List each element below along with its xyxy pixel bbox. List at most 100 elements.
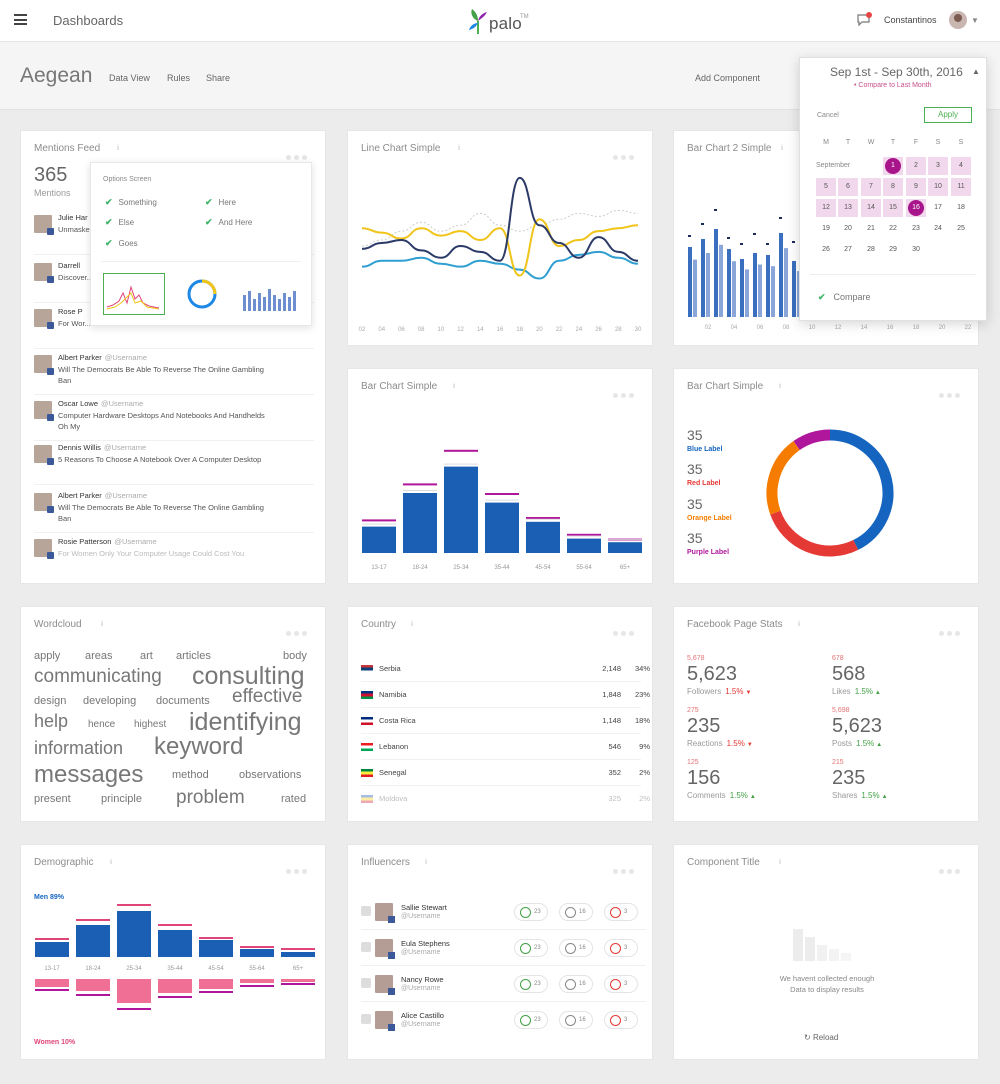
word[interactable]: hence	[88, 719, 116, 730]
calendar-day[interactable]: 2	[906, 157, 926, 175]
info-icon[interactable]: i	[453, 383, 455, 390]
more-options-icon[interactable]	[283, 147, 311, 160]
word[interactable]: problem	[176, 787, 245, 808]
more-options-icon[interactable]	[936, 623, 964, 636]
chevron-up-icon[interactable]: ▲	[972, 67, 980, 76]
calendar-day[interactable]: 10	[928, 178, 948, 196]
info-icon[interactable]: i	[101, 621, 103, 628]
calendar-day[interactable]: 5	[816, 178, 836, 196]
calendar-day[interactable]: 3	[928, 157, 948, 175]
calendar-day[interactable]: 22	[883, 220, 903, 238]
option-checkbox[interactable]: ✔ And Here	[205, 217, 252, 228]
word[interactable]: method	[172, 769, 209, 781]
calendar-day[interactable]: 20	[838, 220, 858, 238]
neutral-sentiment-icon[interactable]: 16	[559, 975, 593, 993]
feed-item[interactable]: Albert Parker @Username Will The Democrats…	[34, 353, 314, 393]
data-view-link[interactable]: Data View	[109, 73, 150, 83]
calendar-day[interactable]: 8	[883, 178, 903, 196]
feed-item[interactable]: Julie Har Unmasked... Price	[34, 213, 314, 253]
calendar-day[interactable]: 9	[906, 178, 926, 196]
info-icon[interactable]: i	[411, 621, 413, 628]
bar-chart-thumbnail[interactable]	[239, 273, 301, 315]
more-options-icon[interactable]	[936, 861, 964, 874]
calendar-day[interactable]: 25	[951, 220, 971, 238]
negative-sentiment-icon[interactable]: 3	[604, 903, 638, 921]
calendar-day[interactable]: 26	[816, 241, 836, 259]
more-options-icon[interactable]	[610, 623, 638, 636]
more-options-icon[interactable]	[936, 385, 964, 398]
rules-link[interactable]: Rules	[167, 73, 191, 83]
more-options-icon[interactable]	[283, 861, 311, 874]
influencer-row[interactable]: Eula Stephens @Username 23 16 3	[361, 935, 646, 969]
word[interactable]: developing	[83, 695, 137, 707]
calendar-day[interactable]: 6	[838, 178, 858, 196]
word[interactable]: apply	[34, 650, 61, 662]
neutral-sentiment-icon[interactable]: 16	[559, 903, 593, 921]
feed-item[interactable]: Dennis Willis @Username 5 Reasons To Choos…	[34, 443, 314, 483]
word[interactable]: body	[283, 650, 307, 662]
word[interactable]: documents	[156, 695, 210, 707]
more-options-icon[interactable]	[610, 147, 638, 160]
calendar-day[interactable]: 1	[883, 157, 903, 175]
calendar-day[interactable]: 28	[861, 241, 881, 259]
word[interactable]: messages	[34, 761, 144, 788]
word[interactable]: effective	[232, 686, 303, 707]
country-row[interactable]: Lebanon 546 9%	[361, 741, 650, 755]
negative-sentiment-icon[interactable]: 3	[604, 975, 638, 993]
calendar-day[interactable]: 23	[906, 220, 926, 238]
country-row[interactable]: Costa Rica 1,148 18%	[361, 715, 650, 729]
option-checkbox[interactable]: ✔ Something	[105, 197, 157, 208]
info-icon[interactable]: i	[781, 145, 783, 152]
calendar-day[interactable]: 17	[928, 199, 948, 217]
negative-sentiment-icon[interactable]: 3	[604, 939, 638, 957]
word[interactable]: observations	[239, 769, 302, 781]
country-row[interactable]: Moldova 325 2%	[361, 793, 650, 807]
positive-sentiment-icon[interactable]: 23	[514, 939, 548, 957]
feed-item[interactable]: Rosie Patterson @Username For Women Only Y…	[34, 537, 314, 577]
country-row[interactable]: Serbia 2,148 34%	[361, 663, 650, 677]
donut-chart-thumbnail[interactable]	[171, 273, 233, 315]
compare-checkbox[interactable]: ✔ Compare	[818, 292, 871, 303]
calendar-day[interactable]: 12	[816, 199, 836, 217]
calendar-day[interactable]: 21	[861, 220, 881, 238]
word[interactable]: articles	[176, 650, 211, 662]
info-icon[interactable]: i	[110, 859, 112, 866]
calendar-day[interactable]: 29	[883, 241, 903, 259]
country-row[interactable]: Namibia 1,848 23%	[361, 689, 650, 703]
influencer-row[interactable]: Alice Castillo @Username 23 16 3	[361, 1007, 646, 1041]
apply-button[interactable]: Apply	[924, 107, 972, 123]
word[interactable]: areas	[85, 650, 113, 662]
calendar-day[interactable]: 30	[906, 241, 926, 259]
positive-sentiment-icon[interactable]: 23	[514, 903, 548, 921]
reload-button[interactable]: ↻ Reload	[804, 1033, 839, 1042]
word[interactable]: communicating	[34, 666, 162, 687]
word[interactable]: keyword	[154, 733, 244, 760]
positive-sentiment-icon[interactable]: 23	[514, 975, 548, 993]
influencer-row[interactable]: Sallie Stewart @Username 23 16 3	[361, 899, 646, 933]
word[interactable]: identifying	[189, 708, 302, 736]
info-icon[interactable]: i	[798, 621, 800, 628]
date-range-button[interactable]: Sep 1st - Sep 30th, 2016	[830, 65, 963, 79]
word[interactable]: present	[34, 793, 71, 805]
feed-item[interactable]: Oscar Lowe @Username Computer Hardware Des…	[34, 399, 314, 439]
negative-sentiment-icon[interactable]: 3	[604, 1011, 638, 1029]
neutral-sentiment-icon[interactable]: 16	[559, 1011, 593, 1029]
word[interactable]: consulting	[192, 662, 305, 690]
word[interactable]: information	[34, 738, 124, 758]
influencer-row[interactable]: Nancy Rowe @Username 23 16 3	[361, 971, 646, 1005]
info-icon[interactable]: i	[425, 859, 427, 866]
word[interactable]: design	[34, 695, 67, 707]
chevron-down-icon[interactable]: ▼	[971, 16, 979, 25]
username[interactable]: Constantinos	[884, 15, 937, 25]
calendar-day[interactable]: 11	[951, 178, 971, 196]
country-row[interactable]: Senegal 352 2%	[361, 767, 650, 781]
calendar-day[interactable]: 16	[906, 199, 926, 217]
word[interactable]: art	[140, 650, 153, 662]
calendar-day[interactable]: 13	[838, 199, 858, 217]
info-icon[interactable]: i	[779, 859, 781, 866]
word[interactable]: help	[34, 711, 69, 731]
more-options-icon[interactable]	[610, 385, 638, 398]
info-icon[interactable]: i	[458, 145, 460, 152]
calendar-day[interactable]: 14	[861, 199, 881, 217]
positive-sentiment-icon[interactable]: 23	[514, 1011, 548, 1029]
